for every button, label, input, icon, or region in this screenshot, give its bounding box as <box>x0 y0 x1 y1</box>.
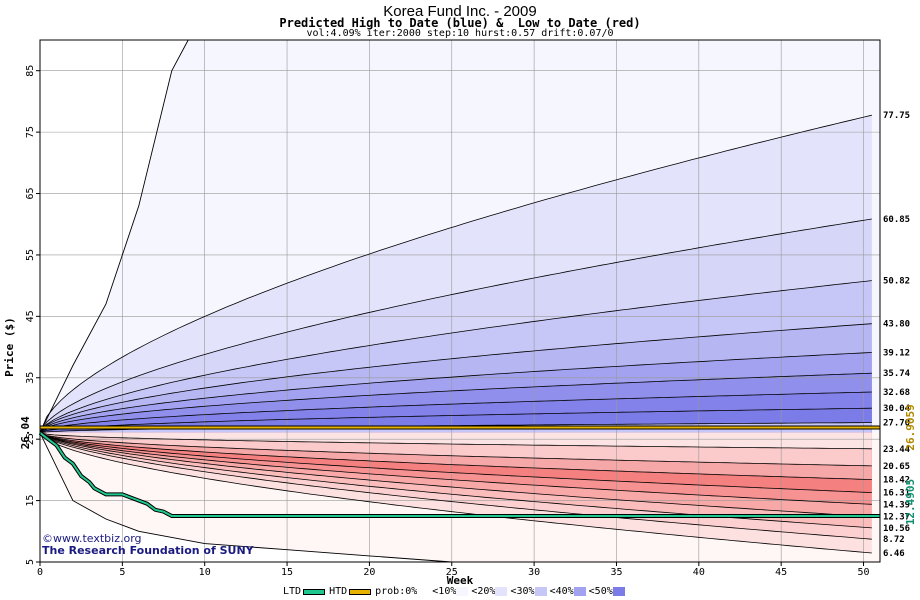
y-tick-label: 85 <box>25 65 36 77</box>
level-label: 77.75 <box>883 111 910 121</box>
legend-color-swatch <box>456 587 469 596</box>
low-level-line <box>39 432 872 505</box>
x-tick-label: 40 <box>693 567 705 578</box>
legend-color-swatch <box>573 587 586 596</box>
low-level-line <box>39 432 872 540</box>
x-tick-label: 20 <box>363 567 375 578</box>
x-tick-label: 50 <box>858 567 870 578</box>
level-label: 39.12 <box>883 348 910 358</box>
high-level-line <box>39 218 872 434</box>
ltd-line <box>39 432 880 517</box>
legend-label: <20% <box>471 586 496 597</box>
high-level-line <box>39 407 872 434</box>
chart-subtitle: Predicted High to Date (blue) & Low to D… <box>279 16 641 30</box>
level-label: 27.70 <box>883 419 910 429</box>
legend-color-swatch <box>534 587 547 596</box>
legend-item: <30% <box>510 586 547 597</box>
y-tick-label: 5 <box>25 559 36 565</box>
plot-frame <box>39 39 881 563</box>
legend-item: HTD <box>329 586 373 597</box>
y-axis-label: Price ($) <box>3 317 16 377</box>
level-label: 6.46 <box>883 549 905 559</box>
legend-item: <40% <box>550 586 587 597</box>
current-low-label: 12.4905 <box>904 479 917 525</box>
legend-label: LTD <box>283 586 302 597</box>
x-tick-label: 45 <box>775 567 787 578</box>
legend-label: <50% <box>588 586 613 597</box>
low-outer-envelope-line <box>39 432 880 563</box>
level-label: 10.56 <box>883 524 910 534</box>
legend: LTD HTD prob:0% <10% <20% <30% <40% <50% <box>283 586 628 597</box>
credit-block: ©www.textbiz.org The Research Foundation… <box>42 533 254 557</box>
high-level-line <box>39 114 872 433</box>
x-tick-label: 35 <box>610 567 622 578</box>
low-band-1 <box>40 432 872 449</box>
x-tick-label: 10 <box>199 567 211 578</box>
legend-item: LTD <box>283 586 327 597</box>
y-tick-label: 15 <box>25 495 36 507</box>
legend-line-swatch <box>349 588 372 595</box>
level-label: 50.82 <box>883 277 910 287</box>
level-label: 23.44 <box>883 445 911 455</box>
legend-item: <10% <box>432 586 469 597</box>
credit-organization: The Research Foundation of SUNY <box>42 544 254 557</box>
level-label: 8.72 <box>883 535 905 545</box>
high-level-line <box>39 352 872 434</box>
legend-item: prob:0% <box>375 586 430 597</box>
y-tick-label: 75 <box>25 126 36 138</box>
level-label: 30.04 <box>883 404 911 414</box>
legend-label: <10% <box>432 586 457 597</box>
credit-url: ©www.textbiz.org <box>42 532 142 545</box>
legend-color-swatch <box>495 587 508 596</box>
high-level-line <box>39 323 872 434</box>
level-label: 35.74 <box>883 369 911 379</box>
low-level-line <box>39 432 872 518</box>
x-tick-label: 15 <box>281 567 293 578</box>
low-level-line <box>39 432 872 450</box>
legend-line-swatch <box>303 588 326 595</box>
high-level-line <box>39 280 872 434</box>
level-label: 12.37 <box>883 513 910 523</box>
legend-label: HTD <box>329 586 348 597</box>
chart-parameters: vol:4.09% iter:2000 step:10 hurst:0.57 d… <box>306 28 614 39</box>
low-level-line <box>39 432 872 467</box>
legend-color-swatch <box>612 587 625 596</box>
x-tick-label: 5 <box>119 567 125 578</box>
x-tick-label: 30 <box>528 567 540 578</box>
low-level-line <box>39 432 872 493</box>
chart-title: Korea Fund Inc. - 2009 <box>383 3 537 20</box>
high-level-line <box>39 391 872 434</box>
level-label: 60.85 <box>883 215 910 225</box>
x-tick-label: 0 <box>37 567 43 578</box>
y-tick-label: 45 <box>25 310 36 322</box>
y-tick-label: 25 <box>25 433 36 445</box>
level-label: 16.31 <box>883 489 910 499</box>
legend-label: <30% <box>510 586 535 597</box>
legend-color-swatch <box>417 587 430 596</box>
level-label: 32.68 <box>883 388 910 398</box>
y-tick-label: 35 <box>25 372 36 384</box>
high-level-line <box>39 372 872 434</box>
level-label: 20.65 <box>883 462 910 472</box>
low-level-line <box>39 432 872 554</box>
legend-label: prob:0% <box>375 586 418 597</box>
legend-item: <20% <box>471 586 508 597</box>
current-high-label: 26.9059 <box>904 404 917 450</box>
level-label: 18.42 <box>883 476 910 486</box>
x-axis-label: Week <box>447 574 474 587</box>
start-price-label: 26.04 <box>19 416 32 449</box>
low-level-line <box>39 432 872 480</box>
x-tick-label: 25 <box>446 567 458 578</box>
y-tick-label: 55 <box>25 249 36 261</box>
level-label: 43.80 <box>883 320 910 330</box>
legend-label: <40% <box>549 586 574 597</box>
y-tick-label: 65 <box>25 188 36 200</box>
level-label: 14.39 <box>883 500 910 510</box>
legend-item: <50% <box>589 586 626 597</box>
